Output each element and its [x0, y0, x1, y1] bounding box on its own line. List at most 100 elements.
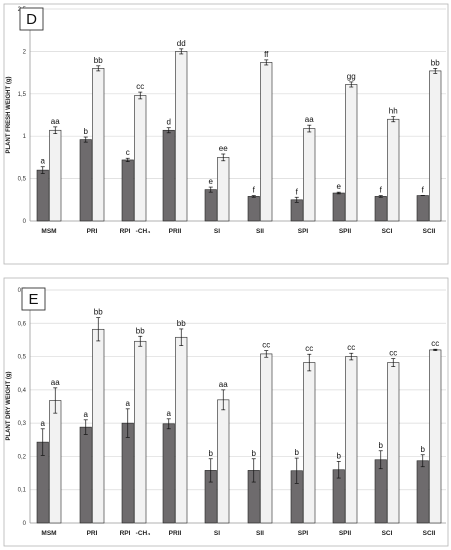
panel-letter-box	[19, 7, 44, 31]
y-tick-label: 0,4	[18, 388, 27, 394]
x-tick-label: PRII	[169, 228, 182, 235]
x-tick-label: RPI	[120, 228, 131, 235]
y-tick-label: 0,6	[18, 321, 27, 327]
panel-letter: E	[28, 291, 38, 308]
data-label: f	[422, 186, 425, 195]
x-tick-label: SPI	[298, 530, 309, 537]
data-label: aa	[51, 378, 60, 387]
data-label: a	[41, 419, 46, 428]
category-annotation: -CH₄	[136, 228, 151, 235]
data-label: bb	[136, 326, 145, 335]
data-label: b	[252, 449, 257, 458]
data-label: aa	[305, 115, 314, 124]
data-label: hh	[389, 107, 398, 116]
x-tick-label: RPI	[120, 530, 131, 537]
y-tick-label: 0	[23, 521, 27, 527]
data-label: bb	[94, 308, 103, 317]
bar-rpi-series2	[134, 95, 147, 222]
data-label: e	[337, 182, 342, 191]
bar-msm-series2	[49, 400, 62, 524]
x-tick-label: PRI	[87, 228, 98, 235]
x-tick-label: MSM	[41, 228, 56, 235]
data-label: a	[126, 399, 131, 408]
bar-si-series1	[204, 189, 217, 222]
bar-prii-series2	[175, 336, 188, 524]
bar-spii-series1	[332, 192, 345, 222]
data-label: f	[380, 186, 383, 195]
x-tick-label: PRI	[87, 530, 98, 537]
bar-si-series2	[217, 399, 230, 524]
bar-scii-series1	[416, 460, 429, 524]
bar-spii-series2	[345, 356, 358, 524]
data-label: dd	[177, 39, 186, 48]
bar-pri-series1	[79, 426, 92, 524]
panel-frame	[3, 3, 449, 265]
data-label: bb	[94, 56, 103, 65]
bar-rpi-series1	[121, 159, 134, 222]
y-tick-label: 0,1	[18, 488, 27, 494]
bar-pri-series2	[92, 68, 105, 222]
bar-spi-series2	[303, 128, 316, 222]
x-tick-label: SII	[256, 228, 264, 235]
data-label: b	[379, 441, 384, 450]
bar-rpi-series1	[121, 422, 134, 524]
y-axis-label: PLANT DRY WEIGHT (g)	[6, 372, 12, 441]
chart-panel-d: 00,511,522,5PLANT FRESH WEIGHT (g)Dabcde…	[3, 3, 449, 265]
bar-spii-series2	[345, 84, 358, 222]
bar-spi-series1	[290, 199, 303, 222]
bar-sii-series1	[247, 196, 260, 222]
data-label: f	[296, 187, 299, 196]
data-label: ee	[219, 144, 228, 153]
bar-rpi-series2	[134, 340, 147, 524]
panel-frame	[3, 277, 449, 547]
bar-sii-series2	[260, 353, 273, 524]
panel-letter-box	[21, 287, 46, 311]
data-label: b	[209, 449, 214, 458]
y-tick-label: 0,5	[18, 177, 27, 183]
data-label: cc	[431, 339, 439, 348]
y-axis-label: PLANT FRESH WEIGHT (g)	[6, 77, 12, 154]
bar-pri-series1	[79, 139, 92, 222]
x-tick-label: SCI	[382, 228, 393, 235]
bar-scii-series2	[429, 70, 442, 222]
x-tick-label: SI	[214, 228, 220, 235]
y-tick-label: 0,5	[18, 355, 27, 361]
data-label: cc	[136, 82, 144, 91]
data-label: a	[167, 409, 172, 418]
data-label: a	[84, 410, 89, 419]
data-label: f	[253, 186, 256, 195]
chart-panel-e: 00,10,20,30,40,50,60,7PLANT DRY WEIGHT (…	[3, 277, 449, 547]
x-tick-label: PRII	[169, 530, 182, 537]
y-tick-label: 0,3	[18, 421, 27, 427]
y-tick-label: 0	[23, 219, 27, 225]
data-label: c	[126, 148, 130, 157]
data-label: cc	[262, 341, 270, 350]
x-tick-label: SPII	[339, 228, 351, 235]
data-label: cc	[305, 344, 313, 353]
bar-sci-series2	[387, 362, 400, 524]
x-tick-label: SII	[256, 530, 264, 537]
bar-spi-series2	[303, 362, 316, 524]
data-label: b	[337, 451, 342, 460]
panel-letter: D	[26, 11, 37, 28]
data-label: cc	[347, 343, 355, 352]
data-label: b	[295, 448, 300, 457]
y-tick-label: 0,2	[18, 454, 27, 460]
data-label: a	[41, 157, 46, 166]
bar-sci-series1	[374, 196, 387, 222]
data-label: cc	[389, 349, 397, 358]
y-tick-label: 2	[23, 49, 27, 55]
bar-si-series2	[217, 157, 230, 222]
data-label: ff	[264, 50, 269, 59]
data-label: gg	[347, 72, 356, 81]
data-label: aa	[219, 380, 228, 389]
data-label: aa	[51, 117, 60, 126]
bar-msm-series1	[36, 169, 49, 222]
data-label: d	[167, 118, 171, 127]
x-tick-label: SI	[214, 530, 220, 537]
x-tick-label: SCII	[423, 228, 436, 235]
x-tick-label: SPI	[298, 228, 309, 235]
x-tick-label: SCI	[382, 530, 393, 537]
bar-msm-series2	[49, 129, 62, 222]
